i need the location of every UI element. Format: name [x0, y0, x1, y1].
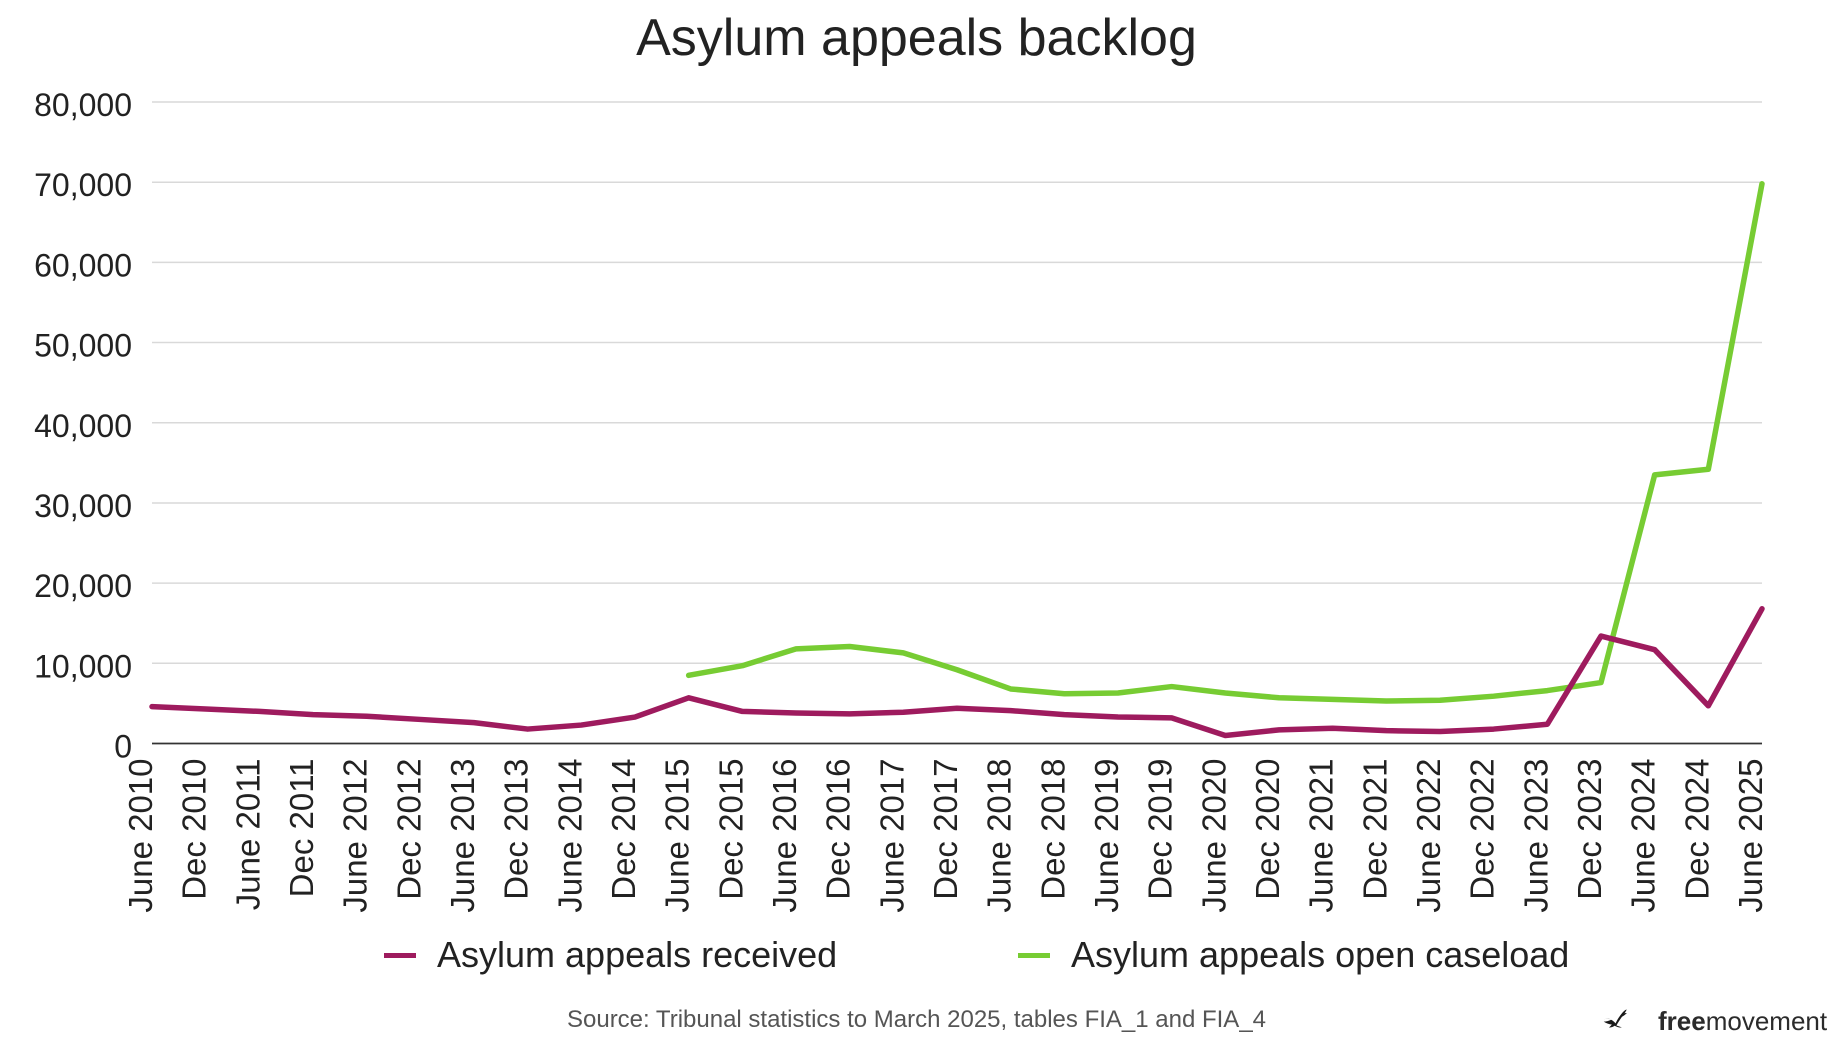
svg-text:Dec 2016: Dec 2016: [820, 759, 857, 900]
svg-text:June 2018: June 2018: [981, 758, 1018, 912]
svg-text:Dec 2020: Dec 2020: [1249, 759, 1286, 900]
svg-text:June 2012: June 2012: [337, 759, 374, 913]
svg-text:June 2020: June 2020: [1195, 759, 1232, 913]
svg-text:June 2010: June 2010: [122, 759, 159, 913]
svg-text:Dec 2012: Dec 2012: [390, 759, 427, 900]
svg-text:June 2014: June 2014: [551, 759, 588, 913]
svg-text:June 2011: June 2011: [229, 759, 266, 911]
svg-text:60,000: 60,000: [34, 247, 132, 283]
svg-text:Dec 2015: Dec 2015: [712, 759, 749, 900]
svg-text:Dec 2010: Dec 2010: [176, 759, 213, 900]
svg-text:Dec 2013: Dec 2013: [498, 759, 535, 900]
svg-text:June 2023: June 2023: [1517, 759, 1554, 913]
svg-text:20,000: 20,000: [34, 568, 132, 604]
svg-text:10,000: 10,000: [34, 648, 132, 684]
svg-text:Dec 2022: Dec 2022: [1464, 759, 1501, 900]
svg-text:June 2021: June 2021: [1303, 759, 1340, 913]
svg-text:June 2025: June 2025: [1732, 759, 1769, 913]
svg-text:Dec 2021: Dec 2021: [1356, 759, 1393, 900]
svg-text:Dec 2011: Dec 2011: [283, 759, 320, 898]
svg-text:80,000: 80,000: [34, 87, 132, 123]
svg-text:30,000: 30,000: [34, 488, 132, 524]
svg-text:70,000: 70,000: [34, 167, 132, 203]
svg-text:Dec 2017: Dec 2017: [927, 759, 964, 900]
svg-text:June 2019: June 2019: [1088, 759, 1125, 913]
svg-text:40,000: 40,000: [34, 408, 132, 444]
svg-text:June 2013: June 2013: [444, 759, 481, 913]
svg-text:Dec 2024: Dec 2024: [1678, 759, 1715, 900]
svg-text:Dec 2023: Dec 2023: [1571, 759, 1608, 900]
svg-text:June 2015: June 2015: [659, 759, 696, 913]
svg-text:June 2022: June 2022: [1410, 759, 1447, 913]
svg-text:50,000: 50,000: [34, 328, 132, 364]
svg-text:Dec 2014: Dec 2014: [605, 759, 642, 900]
svg-text:Dec 2018: Dec 2018: [1034, 759, 1071, 900]
svg-text:Dec 2019: Dec 2019: [1142, 759, 1179, 900]
svg-text:June 2016: June 2016: [766, 759, 803, 913]
svg-text:June 2017: June 2017: [873, 759, 910, 913]
svg-text:June 2024: June 2024: [1625, 759, 1662, 913]
